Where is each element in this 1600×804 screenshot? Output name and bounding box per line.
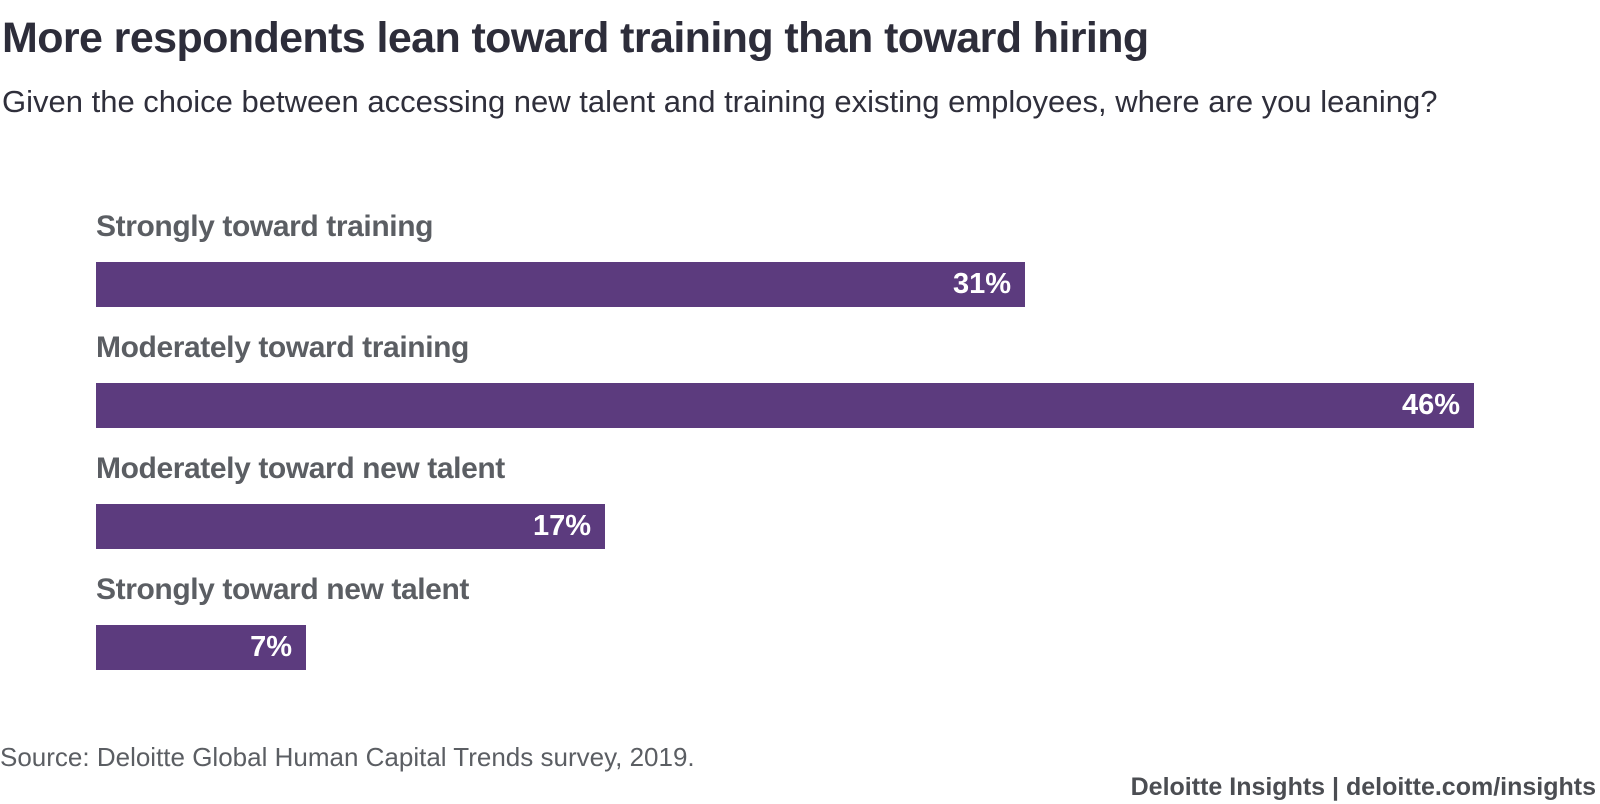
category-label: Strongly toward new talent [96, 573, 469, 606]
bar: 17% [96, 504, 605, 549]
bar-value-label: 31% [952, 268, 1011, 300]
category-label: Moderately toward training [96, 331, 469, 364]
bar: 7% [96, 625, 306, 670]
source-note: Source: Deloitte Global Human Capital Tr… [0, 742, 695, 772]
brand-footer: Deloitte Insights | deloitte.com/insight… [1130, 773, 1596, 801]
bar-value-label: 46% [1401, 389, 1460, 421]
bar: 31% [96, 262, 1025, 307]
bar-value-label: 17% [532, 510, 591, 542]
category-label: Strongly toward training [96, 210, 434, 243]
bar-chart: Strongly toward training 31% Moderately to… [0, 200, 1600, 700]
bar-value-label: 7% [250, 631, 292, 663]
chart-subtitle: Given the choice between accessing new t… [2, 84, 1438, 119]
chart-title: More respondents lean toward training th… [2, 14, 1149, 62]
bar: 46% [96, 383, 1474, 428]
category-label: Moderately toward new talent [96, 452, 505, 485]
